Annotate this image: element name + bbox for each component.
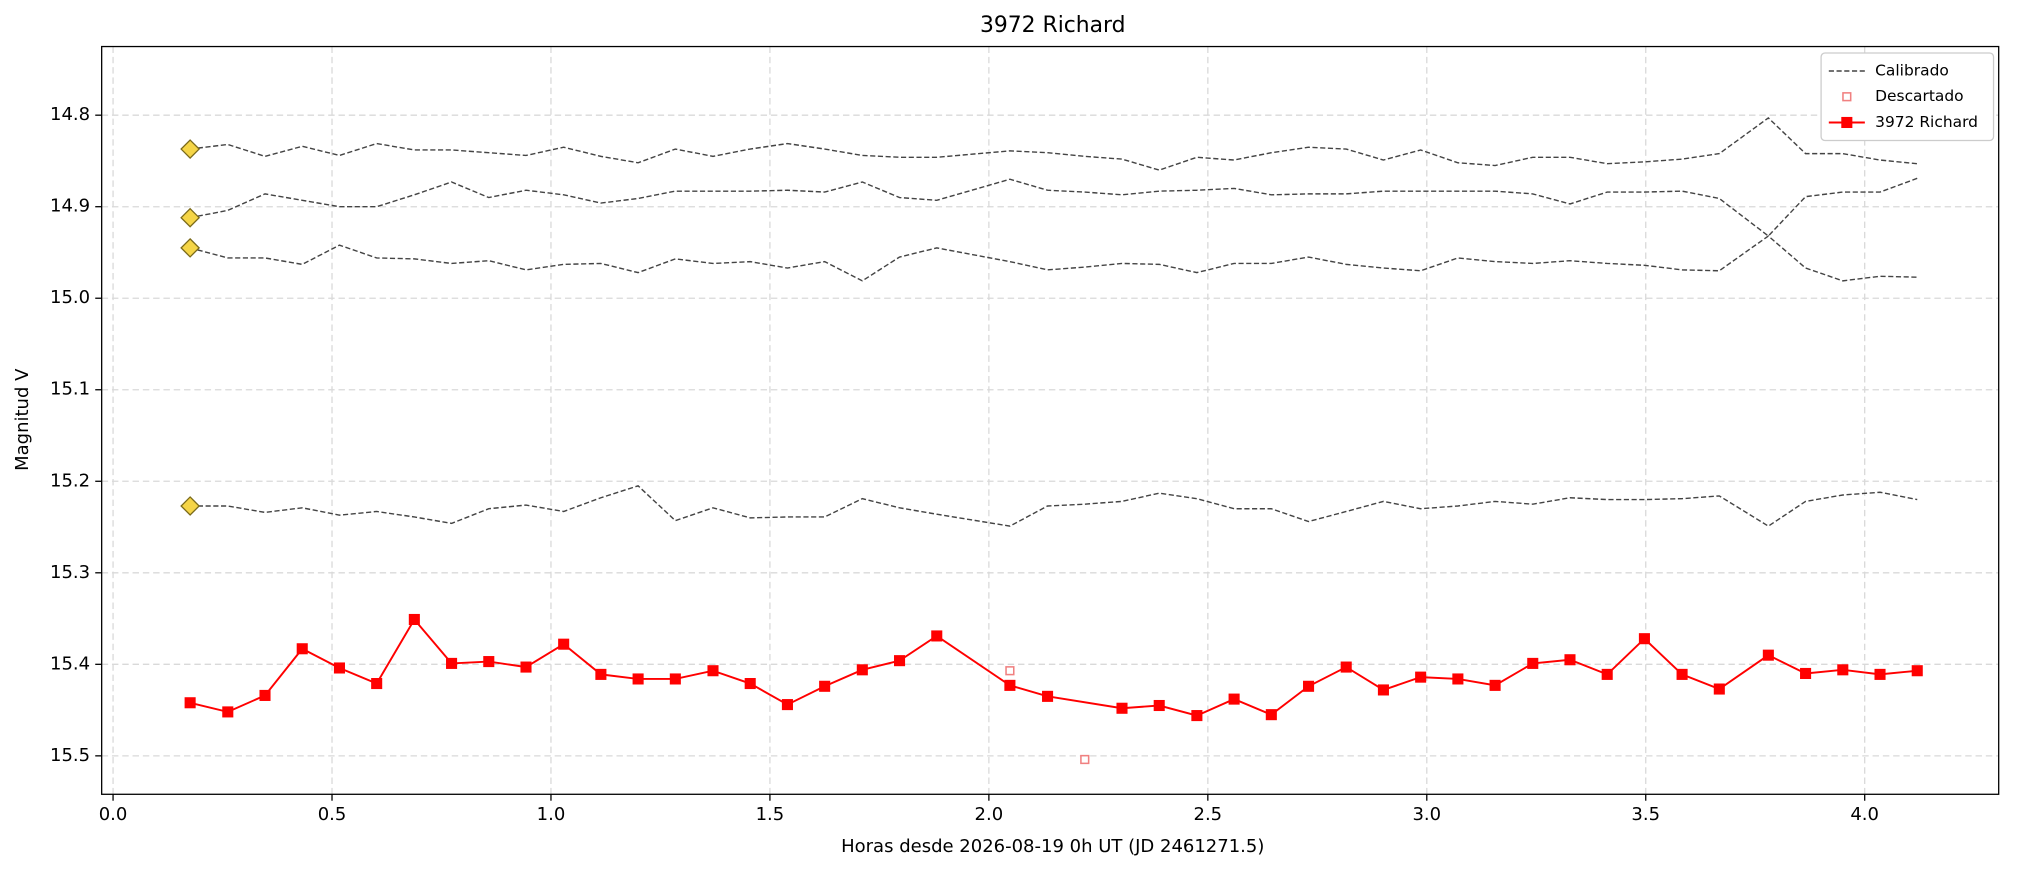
x-tick-label: 2.0 [975, 804, 1004, 825]
x-tick-label: 0.5 [318, 804, 347, 825]
y-tick-label: 15.2 [50, 470, 90, 491]
point [781, 699, 793, 711]
point [371, 678, 383, 690]
series-line [189, 177, 1918, 237]
point [1676, 668, 1688, 680]
series-line [189, 235, 1918, 282]
point [180, 237, 201, 258]
point [446, 657, 458, 669]
legend-box [1820, 52, 1995, 142]
y-tick-label: 15.0 [50, 287, 90, 308]
point [894, 655, 906, 667]
point [483, 656, 495, 668]
point [180, 139, 201, 159]
point [180, 207, 201, 228]
point [1415, 671, 1427, 683]
point [1004, 679, 1016, 691]
plot-frame [101, 45, 2000, 795]
legend-marker [1842, 92, 1852, 102]
point [595, 668, 607, 680]
point [222, 706, 234, 718]
legend-label: Descartado [1875, 87, 1963, 105]
point [259, 689, 271, 701]
point [1601, 668, 1613, 680]
point [1911, 665, 1923, 677]
point [1377, 684, 1389, 696]
point [819, 680, 831, 692]
point [1116, 702, 1128, 714]
x-tick-label: 1.0 [537, 804, 566, 825]
point [558, 638, 570, 650]
x-tick-label: 2.5 [1194, 804, 1223, 825]
x-tick-label: 0.0 [99, 804, 128, 825]
point [669, 673, 681, 685]
point [296, 643, 308, 655]
point [707, 665, 719, 677]
point [1452, 673, 1464, 685]
y-tick-label: 15.3 [50, 562, 90, 583]
point [1800, 667, 1812, 680]
y-tick-label: 15.4 [50, 653, 90, 674]
series-line [190, 117, 1918, 171]
point [1527, 657, 1539, 669]
y-tick-label: 15.1 [50, 379, 90, 400]
x-tick-label: 3.0 [1412, 804, 1441, 825]
point [1713, 683, 1725, 695]
point [1303, 680, 1315, 692]
chart-title: 3972 Richard [980, 13, 1126, 38]
point [1191, 710, 1203, 722]
point [184, 697, 196, 709]
point [1837, 664, 1849, 676]
point [1080, 754, 1090, 765]
point [1042, 690, 1054, 702]
x-tick-label: 1.5 [756, 804, 785, 825]
point [1489, 679, 1501, 691]
point [1153, 699, 1165, 712]
point [1228, 693, 1240, 705]
point [744, 678, 756, 690]
legend-label: Calibrado [1875, 61, 1949, 79]
y-tick-label: 15.5 [50, 745, 90, 766]
x-tick-label: 4.0 [1850, 804, 1879, 825]
series-line [190, 485, 1918, 527]
legend-marker [1841, 116, 1853, 129]
y-tick-label: 14.9 [50, 196, 90, 217]
point [632, 673, 644, 685]
point [520, 661, 532, 673]
y-tick-label: 14.8 [50, 104, 90, 125]
point [856, 664, 868, 676]
point [1265, 709, 1277, 721]
point [1762, 649, 1774, 661]
x-axis-label: Horas desde 2026-08-19 0h UT (JD 2461271… [841, 836, 1264, 857]
point [1564, 654, 1576, 666]
point [180, 496, 201, 516]
legend-label: 3972 Richard [1875, 113, 1978, 131]
point [333, 662, 345, 674]
point [931, 630, 943, 642]
y-axis-label: Magnitud V [12, 368, 33, 471]
point [408, 613, 420, 626]
point [1340, 661, 1352, 673]
x-tick-label: 3.5 [1631, 804, 1660, 825]
point [1874, 668, 1886, 680]
point [1638, 633, 1650, 645]
point [1005, 666, 1015, 676]
